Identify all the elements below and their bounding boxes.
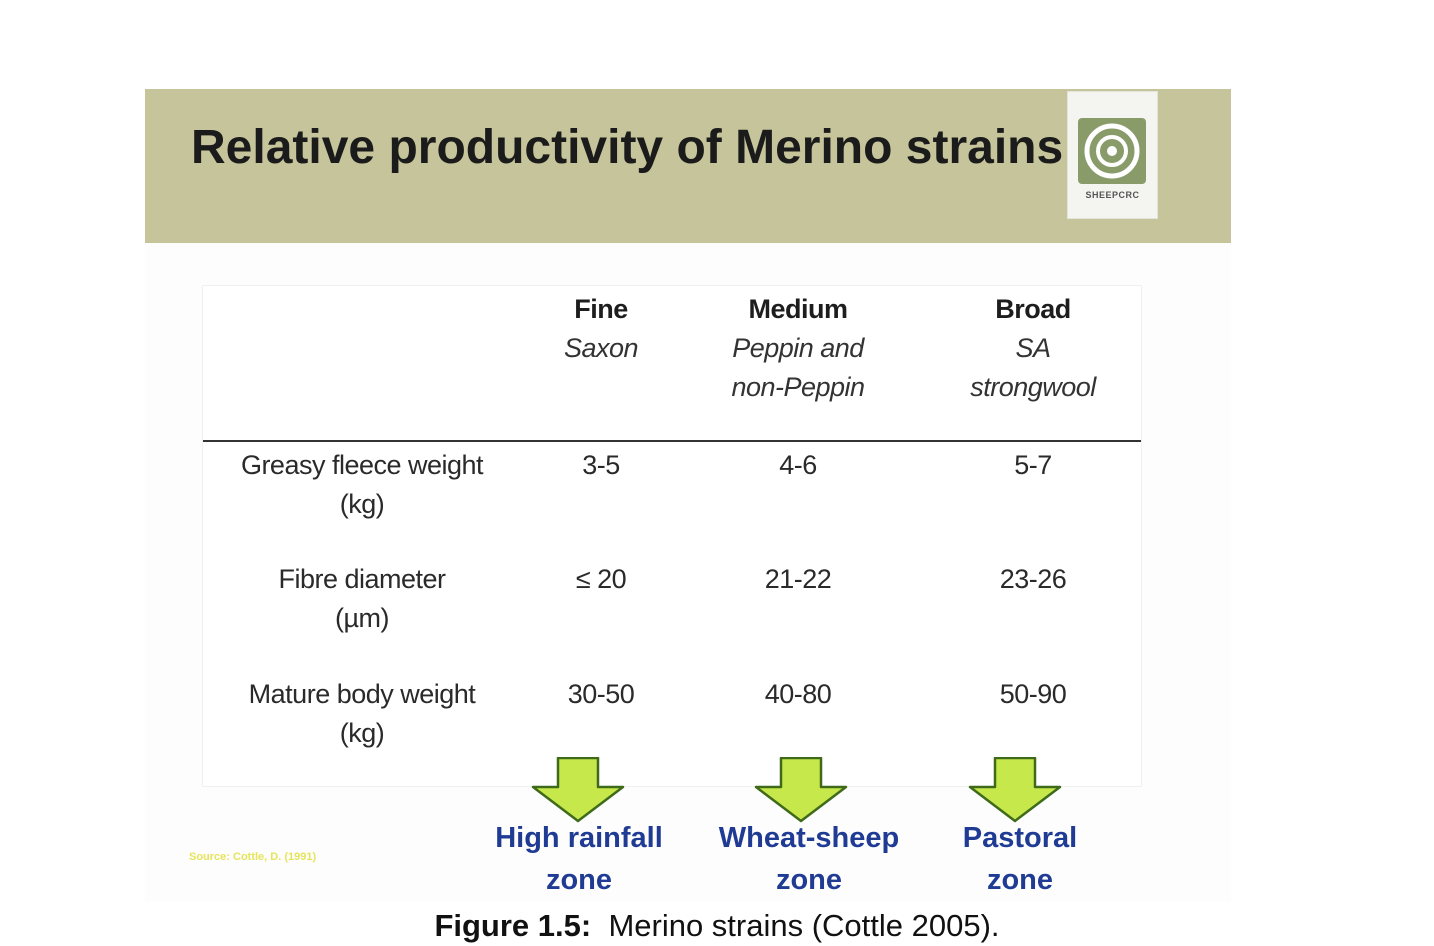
column-name: Medium: [748, 294, 848, 324]
row-label-unit: (kg): [339, 489, 385, 519]
zone-pastoral: Pastoral zone: [935, 817, 1105, 901]
sheep-crc-logo: SHEEPCRC: [1067, 91, 1158, 219]
column-subtitle: non-Peppin: [731, 372, 865, 402]
table-cell: 5-7: [1014, 450, 1052, 480]
row-label-line: Fibre diameter: [278, 564, 446, 594]
zone-label: zone: [775, 864, 843, 896]
logo-text: SHEEPCRC: [1085, 190, 1140, 200]
row-label-unit: (kg): [339, 718, 385, 748]
title-band: Relative productivity of Merino strains …: [145, 89, 1231, 243]
source-note: Source: Cottle, D. (1991): [189, 851, 317, 863]
column-name: Fine: [574, 294, 628, 324]
column-subtitle: SA: [1015, 333, 1051, 363]
row-label-line: Greasy fleece weight: [240, 450, 484, 480]
zone-label: zone: [986, 864, 1054, 896]
caption-label: Figure 1.5:: [434, 908, 592, 943]
row-label-unit: (µm): [334, 603, 390, 633]
down-arrow-icon: [754, 757, 848, 823]
caption-text: Merino strains (Cottle 2005).: [608, 908, 1000, 943]
zone-wheat-sheep: Wheat-sheep zone: [693, 817, 925, 901]
zone-high-rainfall: High rainfall zone: [475, 817, 683, 901]
table-cell: ≤ 20: [575, 564, 627, 594]
row-label-greasy-fleece-weight: Greasy fleece weight (kg): [203, 446, 521, 524]
zone-label: Wheat-sheep: [718, 822, 900, 854]
table-cell: 30-50: [567, 679, 635, 709]
figure-caption: Figure 1.5: Merino strains (Cottle 2005)…: [0, 906, 1434, 946]
strains-table: Fine Saxon Medium Peppin and non-Peppin …: [202, 285, 1142, 787]
column-header-fine: Fine Saxon: [541, 290, 661, 368]
zone-label: High rainfall: [495, 822, 663, 854]
table-cell: 21-22: [764, 564, 832, 594]
table-cell: 40-80: [764, 679, 832, 709]
table-cell: 3-5: [582, 450, 620, 480]
zone-label: zone: [545, 864, 613, 896]
header-divider: [203, 440, 1141, 442]
down-arrow-icon: [531, 757, 625, 823]
row-label-mature-body-weight: Mature body weight (kg): [203, 675, 521, 753]
table-cell: 23-26: [999, 564, 1067, 594]
column-header-medium: Medium Peppin and non-Peppin: [703, 290, 893, 407]
spiral-logo-icon: [1078, 118, 1146, 184]
column-subtitle: Peppin and: [732, 333, 864, 363]
column-subtitle: Saxon: [563, 333, 639, 363]
slide-title: Relative productivity of Merino strains: [191, 121, 1064, 174]
column-header-broad: Broad SA strongwool: [933, 290, 1133, 407]
table-cell: 4-6: [779, 450, 817, 480]
column-name: Broad: [995, 294, 1071, 324]
column-subtitle: strongwool: [970, 372, 1096, 402]
row-label-fibre-diameter: Fibre diameter (µm): [203, 560, 521, 638]
zone-label: Pastoral: [962, 822, 1078, 854]
table-cell: 50-90: [999, 679, 1067, 709]
slide: Relative productivity of Merino strains …: [145, 89, 1231, 901]
down-arrow-icon: [968, 757, 1062, 823]
row-label-line: Mature body weight: [248, 679, 476, 709]
